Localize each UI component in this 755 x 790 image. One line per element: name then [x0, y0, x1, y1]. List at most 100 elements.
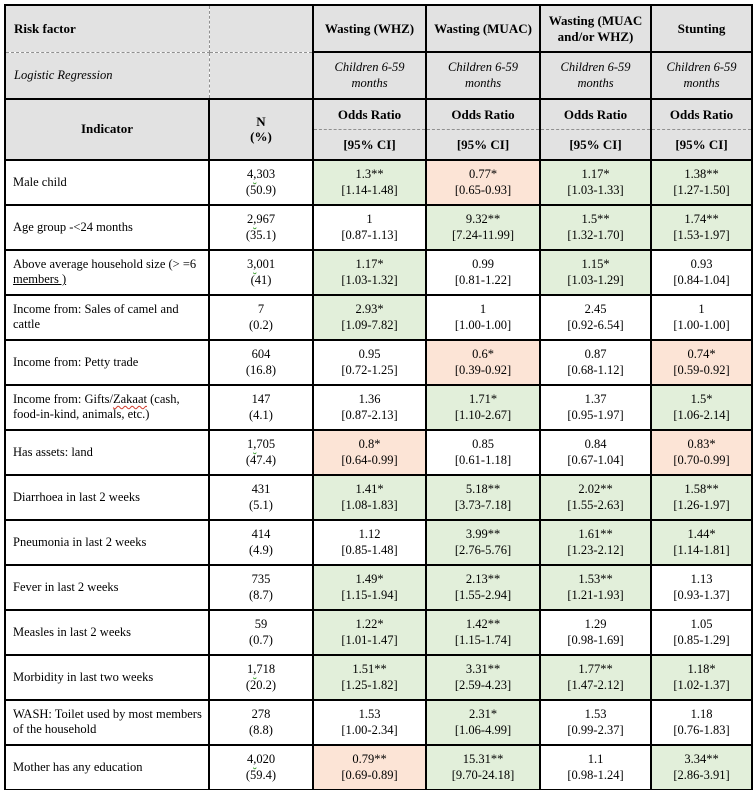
confidence-interval-value: [1.02-1.37] — [673, 678, 730, 693]
indicator-text: members ) — [13, 272, 67, 287]
empty-header-cell — [208, 51, 314, 100]
odds-ratio-cell: 1.38** [1.27-1.50] — [650, 158, 753, 206]
odds-ratio-value: 1.22* — [355, 617, 384, 632]
indicator-cell: Income from: Petty trade — [4, 338, 210, 386]
confidence-interval-value: [2.76-5.76] — [454, 543, 512, 558]
population-label: Children 6-59 months — [539, 51, 652, 100]
indicator-text: Male child — [13, 174, 67, 189]
odds-ratio-cell: 1.5* [1.06-2.14] — [650, 383, 753, 431]
odds-ratio-value: 0.99 — [472, 257, 494, 272]
odds-ratio-value: 2.13** — [465, 572, 501, 587]
odds-ratio-value: 0.84 — [584, 437, 607, 452]
odds-ratio-cell: 1.71* [1.10-2.67] — [425, 383, 541, 431]
table-body: Male child 4,303 (50.9) 1.3** [1.14-1.48] 0.7… — [4, 158, 753, 790]
odds-ratio-cell: 5.18** [3.73-7.18] — [425, 473, 541, 521]
odds-ratio-value: 1.58** — [684, 482, 719, 497]
odds-ratio-value: 3.99** — [465, 527, 501, 542]
odds-ratio-cell: 0.79** [0.69-0.89] — [312, 743, 427, 790]
odds-ratio-cell: 1.37 [0.95-1.97] — [539, 383, 652, 431]
odds-ratio-cell: 1.41* [1.08-1.83] — [312, 473, 427, 521]
confidence-interval-value: [1.23-2.12] — [567, 543, 624, 558]
percent-value: (4.1) — [249, 408, 273, 423]
indicator-text: Mother has any education — [13, 759, 143, 774]
odds-ratio-cell: 1 [1.00-1.00] — [425, 293, 541, 341]
confidence-interval-value: [0.98-1.24] — [567, 768, 624, 783]
population-label: Children 6-59 months — [650, 51, 753, 100]
confidence-interval-value: [0.59-0.92] — [673, 363, 730, 378]
confidence-interval-value: [1.00-2.34] — [341, 723, 398, 738]
confidence-interval-value: [1.00-1.00] — [673, 318, 730, 333]
confidence-interval-value: [1.03-1.29] — [567, 273, 624, 288]
n-percent-header: N (%) — [208, 98, 314, 161]
confidence-interval-value: [2.59-4.23] — [454, 678, 512, 693]
odds-ratio-cell: 2.93* [1.09-7.82] — [312, 293, 427, 341]
indicator-cell: Income from: Gifts/Zakaat (cash, food-in… — [4, 383, 210, 431]
indicator-text: (cash, food-in-kind, animals, etc.) — [13, 391, 180, 422]
table-row: WASH: Toilet used by most members of the… — [4, 698, 753, 746]
odds-ratio-cell: 0.83* [0.70-0.99] — [650, 428, 753, 476]
confidence-interval-value: [1.06-4.99] — [454, 723, 512, 738]
percent-value: (41) — [250, 273, 272, 288]
confidence-interval-value: [1.55-2.94] — [454, 588, 512, 603]
indicator-cell: Above average household size (> =6 membe… — [4, 248, 210, 296]
confidence-interval-value: [1.15-1.74] — [454, 633, 512, 648]
risk-factor-results-table: Risk factor Wasting (WHZ) Wasting (MUAC)… — [4, 4, 753, 790]
odds-ratio-label: Odds Ratio — [337, 107, 402, 122]
odds-ratio-value: 0.87 — [584, 347, 607, 362]
odds-ratio-cell: 0.77* [0.65-0.93] — [425, 158, 541, 206]
odds-ratio-value: 1.3** — [355, 167, 384, 182]
odds-ratio-value: 1.44* — [687, 527, 716, 542]
indicator-cell: Pneumonia in last 2 weeks — [4, 518, 210, 566]
odds-ratio-value: 1 — [479, 302, 487, 317]
odds-ratio-cell: 0.85 [0.61-1.18] — [425, 428, 541, 476]
header-row-outcomes: Risk factor Wasting (WHZ) Wasting (MUAC)… — [4, 4, 753, 53]
indicator-cell: Male child — [4, 158, 210, 206]
confidence-interval-value: [0.95-1.97] — [567, 408, 624, 423]
odds-ratio-value: 2.93* — [355, 302, 384, 317]
table-row: Income from: Sales of camel and cattle 7(… — [4, 293, 753, 341]
odds-ratio-cell: 1.53 [1.00-2.34] — [312, 698, 427, 746]
ci-label: [95% CI] — [428, 128, 538, 158]
confidence-interval-value: [1.10-2.67] — [454, 408, 512, 423]
table-row: Fever in last 2 weeks 735 (8.7) 1.49* [1.15-… — [4, 563, 753, 611]
odds-ratio-value: 0.6* — [472, 347, 494, 362]
odds-ratio-cell: 3.34** [2.86-3.91] — [650, 743, 753, 790]
confidence-interval-value: [0.76-1.83] — [673, 723, 730, 738]
indicator-text: Has assets: land — [13, 444, 93, 459]
percent-value: (20.2) — [245, 678, 277, 693]
n-value: 1,705 — [246, 437, 276, 452]
confidence-interval-value: [1.55-2.63] — [567, 498, 624, 513]
indicator-text: Fever in last 2 weeks — [13, 579, 119, 594]
table-row: Diarrhoea in last 2 weeks 431 (5.1) 1.41* [1… — [4, 473, 753, 521]
confidence-interval-value: [0.61-1.18] — [454, 453, 512, 468]
confidence-interval-value: [1.47-2.12] — [567, 678, 624, 693]
odds-ratio-value: 5.18** — [465, 482, 501, 497]
n-percent-cell: 1,718 (20.2) — [208, 653, 314, 701]
odds-ratio-value: 1 — [366, 212, 373, 227]
odds-ratio-cell: 0.84 [0.67-1.04] — [539, 428, 652, 476]
n-value: 147 — [251, 392, 271, 407]
population-label: Children 6-59 months — [312, 51, 427, 100]
n-value: 414 — [251, 527, 271, 542]
odds-ratio-value: 0.95 — [358, 347, 381, 362]
odds-ratio-label: Odds Ratio — [563, 107, 628, 122]
table-row: Income from: Gifts/Zakaat (cash, food-in… — [4, 383, 753, 431]
n-value: 7 — [257, 302, 265, 317]
odds-ratio-cell: 1.53 [0.99-2.37] — [539, 698, 652, 746]
table-row: Morbidity in last two weeks 1,718 (20.2) 1.… — [4, 653, 753, 701]
odds-ratio-value: 0.74* — [687, 347, 716, 362]
n-percent-cell: 1,705 (47.4) — [208, 428, 314, 476]
confidence-interval-value: [0.93-1.37] — [673, 588, 730, 603]
odds-ratio-cell: 0.99 [0.81-1.22] — [425, 248, 541, 296]
odds-ratio-cell: 0.93 [0.84-1.04] — [650, 248, 753, 296]
n-value: 3,001 — [246, 257, 276, 272]
odds-ratio-cell: 1 [0.87-1.13] — [312, 203, 427, 251]
confidence-interval-value: [1.00-1.00] — [454, 318, 512, 333]
odds-ratio-cell: 2.31* [1.06-4.99] — [425, 698, 541, 746]
odds-ratio-ci-header: Odds Ratio [95% CI] — [539, 98, 652, 161]
confidence-interval-value: [1.27-1.50] — [673, 183, 730, 198]
indicator-cell: Morbidity in last two weeks — [4, 653, 210, 701]
indicator-header: Indicator — [4, 98, 210, 161]
odds-ratio-cell: 1.42** [1.15-1.74] — [425, 608, 541, 656]
confidence-interval-value: [1.26-1.97] — [673, 498, 730, 513]
